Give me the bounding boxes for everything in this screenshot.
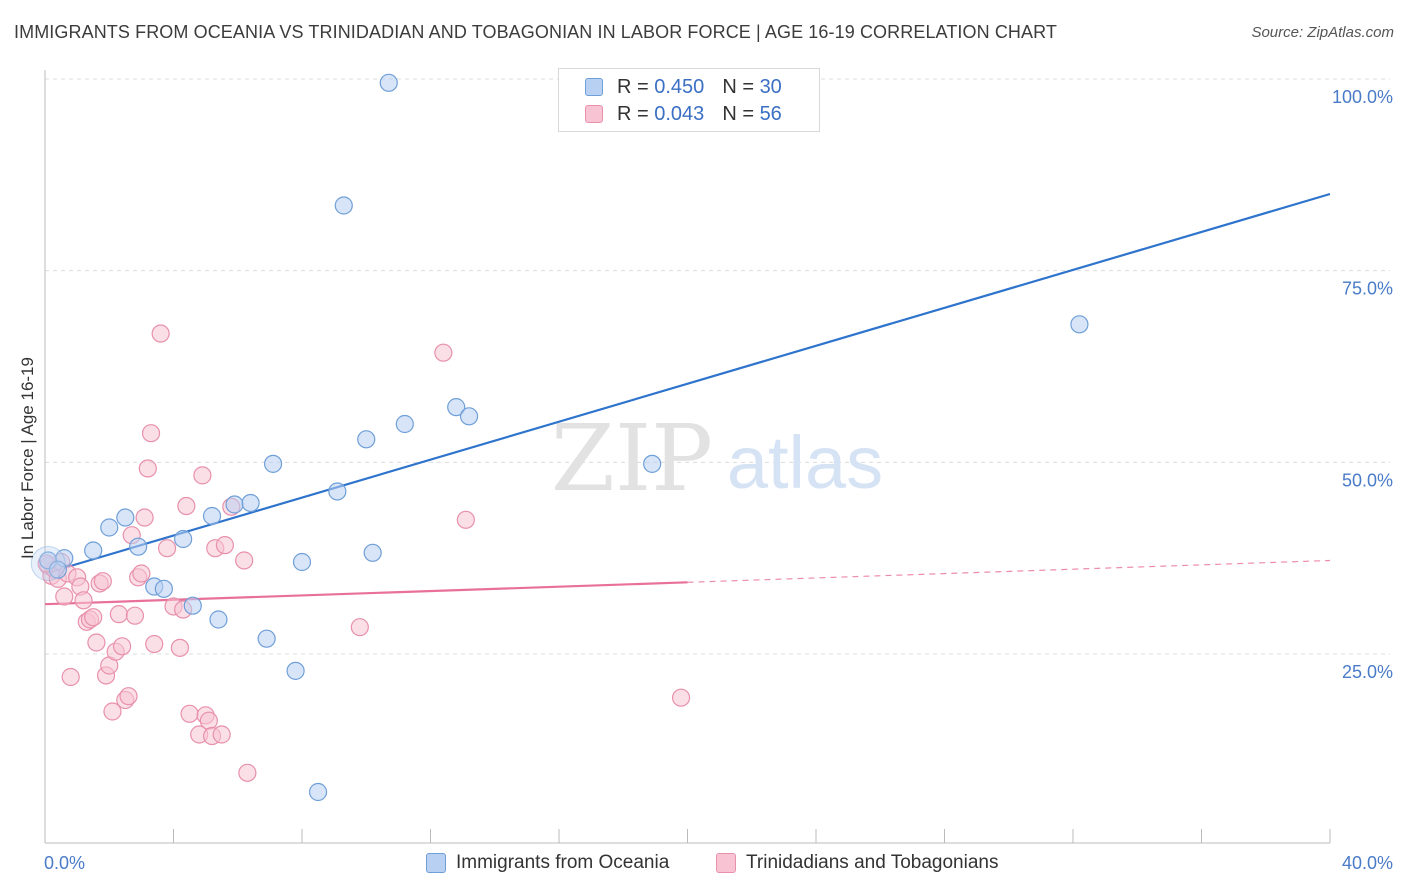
series-legend-oceania[interactable]: Immigrants from Oceania bbox=[426, 852, 669, 874]
trendline-trinidad-projection bbox=[687, 559, 1331, 583]
watermark-zip: ZIP bbox=[551, 405, 713, 512]
point-trinidad bbox=[61, 667, 80, 687]
y-tick-label: 50.0% bbox=[1342, 470, 1393, 490]
point-oceania bbox=[202, 506, 222, 526]
point-trinidad bbox=[238, 763, 257, 782]
legend-r-label: R = bbox=[617, 102, 655, 125]
legend-r-value: 0.450 bbox=[654, 75, 705, 98]
point-trinidad bbox=[151, 324, 170, 343]
series-name-trinidad: Trinidadians and Tobagonians bbox=[746, 852, 999, 873]
legend-n-value: 30 bbox=[759, 75, 782, 98]
legend-r-label: R = bbox=[617, 75, 655, 98]
point-oceania bbox=[174, 529, 193, 549]
axes bbox=[44, 70, 1331, 844]
point-trinidad bbox=[170, 638, 190, 657]
point-oceania bbox=[209, 610, 228, 629]
point-oceania bbox=[48, 560, 67, 579]
point-trinidad bbox=[141, 424, 161, 443]
point-oceania bbox=[328, 482, 347, 501]
legend-swatch-blue bbox=[585, 78, 603, 96]
series-name-oceania: Immigrants from Oceania bbox=[456, 852, 670, 873]
series-swatch-pink bbox=[716, 853, 736, 873]
point-oceania bbox=[395, 414, 414, 434]
stats-legend: R = 0.450 N = 30 R = 0.043 N = 56 bbox=[558, 68, 820, 132]
series-swatch-blue bbox=[426, 853, 446, 873]
point-trinidad bbox=[215, 536, 234, 555]
legend-n-label: N = bbox=[722, 102, 760, 125]
point-trinidad bbox=[55, 587, 74, 606]
point-trinidad bbox=[119, 687, 138, 706]
point-oceania bbox=[241, 493, 260, 513]
y-tick-label: 25.0% bbox=[1342, 662, 1393, 682]
legend-row-trinidad: R = 0.043 N = 56 bbox=[585, 102, 782, 126]
point-oceania bbox=[379, 73, 398, 92]
point-trinidad bbox=[103, 702, 122, 721]
legend-swatch-pink bbox=[585, 105, 603, 123]
point-trinidad bbox=[132, 564, 151, 583]
y-tick-label: 75.0% bbox=[1342, 279, 1393, 299]
legend-row-oceania: R = 0.450 N = 30 bbox=[585, 75, 782, 99]
tick-labels: 25.0% 50.0% 75.0% 100.0% 0.0% 40.0% bbox=[44, 87, 1393, 873]
data-points bbox=[30, 73, 1089, 802]
point-cluster bbox=[30, 546, 66, 582]
point-oceania bbox=[154, 579, 173, 598]
point-trinidad bbox=[671, 688, 691, 707]
point-oceania bbox=[357, 430, 376, 449]
point-oceania bbox=[292, 552, 312, 572]
point-trinidad bbox=[109, 605, 128, 624]
legend-n-value: 56 bbox=[759, 102, 782, 125]
chart-title: IMMIGRANTS FROM OCEANIA VS TRINIDADIAN A… bbox=[14, 22, 1057, 42]
point-trinidad bbox=[177, 496, 196, 516]
trendline-oceania bbox=[44, 192, 1331, 575]
watermark-atlas: atlas bbox=[727, 421, 883, 504]
point-oceania bbox=[84, 541, 103, 560]
point-trinidad bbox=[235, 551, 254, 570]
source-label: Source: ZipAtlas.com bbox=[1251, 24, 1394, 41]
point-trinidad bbox=[138, 459, 157, 478]
watermark: ZIP atlas bbox=[551, 405, 883, 512]
point-trinidad bbox=[74, 591, 93, 610]
point-trinidad bbox=[84, 608, 103, 627]
point-oceania bbox=[257, 629, 276, 648]
point-oceania bbox=[286, 661, 305, 680]
point-trinidad bbox=[180, 704, 199, 723]
trendline-trinidad bbox=[44, 581, 688, 606]
point-trinidad bbox=[145, 634, 164, 654]
point-oceania bbox=[129, 537, 148, 556]
point-oceania bbox=[116, 508, 135, 527]
trend-lines bbox=[44, 192, 1331, 606]
point-trinidad bbox=[212, 725, 231, 744]
point-trinidad bbox=[112, 637, 132, 656]
point-trinidad bbox=[157, 539, 177, 558]
point-oceania bbox=[643, 454, 662, 473]
legend-n-label: N = bbox=[722, 75, 760, 98]
point-oceania bbox=[183, 596, 202, 615]
point-oceania bbox=[100, 518, 119, 537]
point-trinidad bbox=[125, 606, 145, 625]
series-legend: Immigrants from Oceania Trinidadians and… bbox=[0, 852, 1406, 878]
point-oceania bbox=[334, 196, 353, 215]
point-trinidad bbox=[93, 572, 112, 591]
point-oceania bbox=[363, 543, 382, 562]
point-trinidad bbox=[135, 508, 154, 527]
point-trinidad bbox=[350, 618, 369, 637]
y-tick-label: 100.0% bbox=[1332, 87, 1393, 107]
legend-r-value: 0.043 bbox=[654, 102, 705, 125]
point-trinidad bbox=[87, 633, 106, 652]
point-oceania bbox=[263, 454, 283, 473]
point-trinidad bbox=[456, 510, 475, 529]
x-tick-label: 0.0% bbox=[44, 853, 85, 873]
point-trinidad bbox=[199, 711, 218, 730]
point-trinidad bbox=[434, 343, 453, 362]
point-oceania bbox=[447, 398, 466, 417]
point-oceania bbox=[225, 495, 244, 514]
series-legend-trinidad[interactable]: Trinidadians and Tobagonians bbox=[716, 852, 998, 874]
point-oceania bbox=[308, 782, 328, 802]
point-oceania bbox=[459, 407, 479, 426]
point-oceania bbox=[1070, 315, 1089, 334]
x-tick-label: 40.0% bbox=[1342, 853, 1393, 873]
point-trinidad bbox=[193, 466, 212, 485]
y-axis-label: In Labor Force | Age 16-19 bbox=[18, 357, 37, 559]
